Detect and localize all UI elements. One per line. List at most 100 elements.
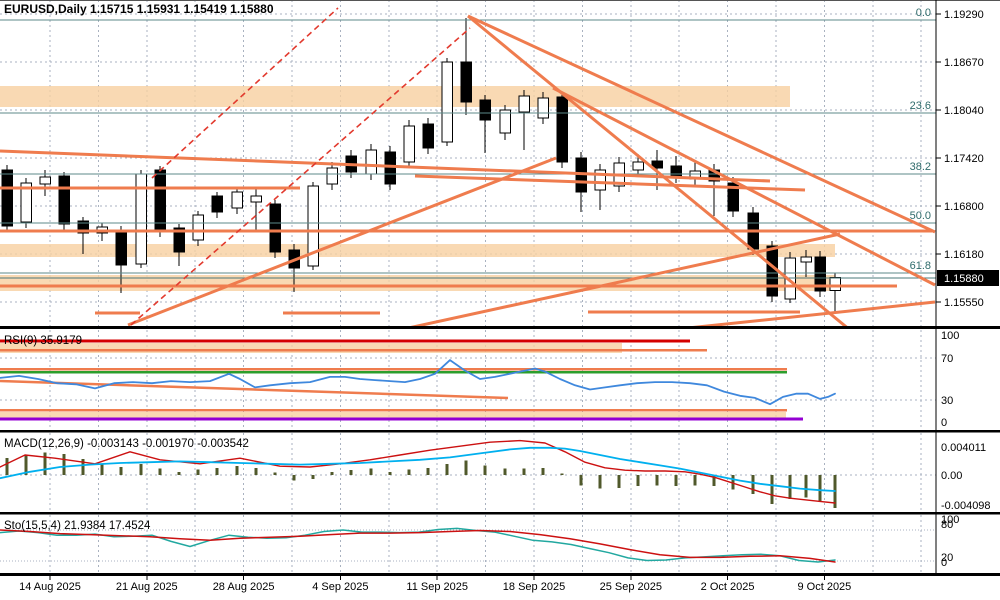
candle-bearish [814, 256, 826, 292]
fib-level-label: 61.8 [910, 260, 931, 272]
candle-bullish [403, 125, 415, 163]
sto-axis-label: 80 [941, 519, 953, 531]
macd-signal-line [0, 446, 836, 492]
rsi-axis-label: 30 [941, 395, 953, 407]
price-axis-label: 1.18040 [944, 105, 984, 117]
candle-bearish [460, 61, 472, 103]
candle-bullish [784, 257, 796, 300]
date-axis-label: 9 Oct 2025 [797, 581, 851, 593]
candle-bullish [192, 214, 204, 241]
panel-separator[interactable] [0, 573, 1000, 576]
objects-layer[interactable] [0, 7, 936, 332]
candle-bullish [307, 185, 319, 267]
candle-bullish [231, 191, 243, 209]
candle-bearish [384, 151, 396, 185]
date-axis-label: 18 Sep 2025 [503, 581, 565, 593]
candle-bullish [441, 61, 453, 143]
candle-bullish [499, 109, 511, 134]
candle-bullish [365, 149, 377, 175]
date-axis-label: 25 Sep 2025 [600, 581, 662, 593]
fib-level-label: 50.0 [910, 210, 931, 222]
trend-line[interactable] [467, 14, 850, 330]
trend-line-dashed[interactable] [151, 7, 339, 179]
candle-bullish [250, 195, 262, 203]
rsi-axis-label: 70 [941, 353, 953, 365]
candle-bullish [39, 176, 51, 185]
candle-bullish [518, 95, 530, 113]
candle-bearish [556, 96, 568, 163]
fib-level-label: 38.2 [910, 161, 931, 173]
date-axis-label: 14 Aug 2025 [19, 581, 81, 593]
trend-line[interactable] [0, 149, 771, 183]
chart-title: EURUSD,Daily 1.15715 1.15931 1.15419 1.1… [4, 2, 274, 16]
rsi-axis-label: 0 [941, 417, 947, 429]
fib-level-label: 0.0 [916, 7, 931, 19]
candle-bearish [154, 169, 166, 232]
macd-axis-label: -0.004098 [941, 500, 991, 512]
price-axis-label: 1.15550 [944, 297, 984, 309]
trend-line[interactable] [414, 174, 806, 192]
price-axis-label: 1.16800 [944, 201, 984, 213]
sto-axis-label: 100 [941, 514, 959, 526]
price-axis-label: 1.18670 [944, 57, 984, 69]
rsi-label: RSI(9) 35.9179 [4, 335, 82, 347]
fib-labels-layer: 0.0 23.6 38.2 50.0 61.8 [910, 7, 931, 272]
candle-bearish [670, 165, 682, 178]
current-price-flag [937, 270, 999, 286]
price-axis-label: 1.16180 [944, 249, 984, 261]
candle-bearish [1, 169, 13, 227]
candle-bullish [594, 169, 606, 191]
rsi-trend-line[interactable] [0, 379, 509, 400]
candle-bearish [479, 99, 491, 121]
candle-bearish [77, 220, 89, 234]
current-price-label: 1.15880 [944, 273, 984, 285]
candle-bullish [632, 161, 644, 171]
candle-bullish [829, 277, 841, 291]
candle-bearish [211, 195, 223, 213]
stochastic-d-line [0, 529, 836, 563]
price-axis-label: 1.19290 [944, 9, 984, 21]
indicators-layer [0, 339, 837, 563]
supply-demand-zone[interactable] [0, 244, 835, 257]
candle-bearish [422, 123, 434, 149]
rsi-lower-band [0, 412, 786, 419]
trend-line[interactable] [650, 300, 936, 332]
sto-axis-label: 0 [941, 557, 947, 569]
candle-bearish [651, 160, 663, 169]
macd-axis-label: 0.00 [941, 470, 962, 482]
rsi-series-line [0, 359, 836, 406]
trend-line[interactable] [390, 232, 841, 332]
candle-bearish [727, 182, 739, 212]
panel-separator[interactable] [0, 326, 1000, 329]
candle-bullish [20, 182, 32, 223]
rsi-upper-band [0, 343, 622, 353]
price-axis-label: 1.17420 [944, 153, 984, 165]
date-axis-label: 28 Aug 2025 [213, 581, 275, 593]
candle-bullish [800, 256, 812, 263]
macd-label: MACD(12,26,9) -0.003143 -0.001970 -0.003… [4, 438, 249, 450]
candle-bearish [58, 175, 70, 225]
candle-bearish [173, 227, 185, 253]
candle-bullish [537, 97, 549, 119]
trend-line-dashed[interactable] [130, 27, 471, 326]
date-axis-label: 2 Oct 2025 [701, 581, 755, 593]
trend-line[interactable] [467, 14, 936, 234]
trend-line[interactable] [127, 156, 557, 326]
candle-bearish [115, 229, 127, 266]
supply-demand-zone[interactable] [0, 275, 835, 291]
date-axis-label: 4 Sep 2025 [312, 581, 368, 593]
candle-bullish [326, 167, 338, 185]
supply-demand-zone[interactable] [0, 86, 790, 107]
fib-level-label: 23.6 [910, 100, 931, 112]
panel-separator[interactable] [0, 430, 1000, 433]
sto-axis-label: 20 [941, 552, 953, 564]
candle-bearish [269, 203, 281, 253]
panel-separator[interactable] [0, 512, 1000, 515]
date-axis-label: 21 Aug 2025 [116, 581, 178, 593]
date-axis-label: 11 Sep 2025 [406, 581, 468, 593]
macd-axis-label: 0.004011 [941, 442, 986, 454]
sto-label: Sto(15,5,4) 21.9384 17.4524 [4, 520, 151, 532]
